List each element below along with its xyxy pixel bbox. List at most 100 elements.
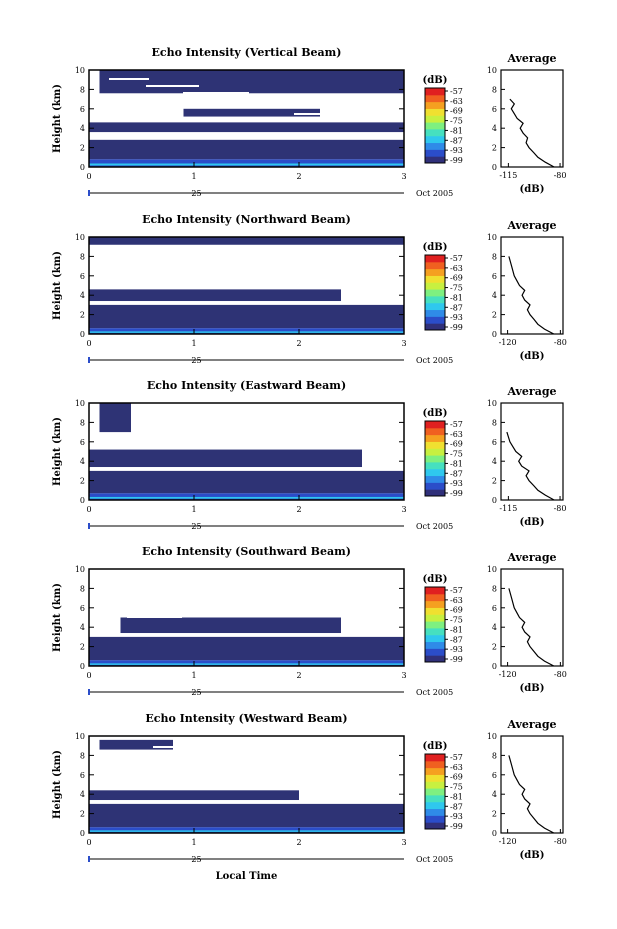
colorbar-tick-label: -93 — [450, 645, 463, 654]
avg-y-tick-label: 10 — [487, 399, 497, 408]
plot-frame — [88, 69, 405, 168]
day-label: 25 — [191, 356, 201, 365]
colorbar-swatch — [425, 421, 445, 429]
colorbar-tick-label: -57 — [450, 753, 463, 762]
average-title: Average — [506, 219, 556, 232]
colorbar-tick-label: -87 — [450, 635, 463, 644]
x-tick-label: 3 — [401, 838, 406, 847]
colorbar-swatch — [425, 448, 445, 456]
avg-y-tick-label: 4 — [492, 124, 497, 133]
colorbar-swatch — [425, 822, 445, 830]
echo-band-core — [89, 331, 404, 333]
echo-gap — [257, 106, 299, 108]
y-tick-label: 0 — [80, 330, 85, 339]
echo-gap — [294, 113, 349, 115]
avg-x-tick-label: -80 — [554, 504, 567, 513]
echo-band — [120, 617, 341, 634]
y-tick-label: 4 — [80, 623, 85, 632]
avg-x-tick-label: -120 — [499, 670, 517, 679]
colorbar-swatch — [425, 621, 445, 629]
colorbar-swatch — [425, 655, 445, 663]
y-axis-label: Height (km) — [52, 417, 63, 486]
colorbar-unit: (dB) — [423, 75, 448, 86]
colorbar-unit: (dB) — [423, 408, 448, 419]
avg-y-tick-label: 2 — [492, 643, 497, 652]
colorbar-swatch — [425, 468, 445, 477]
echo-gap — [153, 746, 193, 748]
echo-band — [99, 739, 173, 750]
x-tick-label: 0 — [86, 505, 91, 514]
echo-gap — [268, 276, 310, 278]
echo-gap — [253, 602, 332, 604]
colorbar-tick-label: -99 — [450, 655, 463, 664]
y-tick-label: 8 — [80, 85, 85, 94]
colorbar-swatch — [425, 289, 445, 297]
colorbar-swatch — [425, 94, 445, 103]
colorbar-unit: (dB) — [423, 242, 448, 253]
colorbar-frame — [424, 87, 446, 164]
y-tick-label: 4 — [80, 291, 85, 300]
x-tick-label: 2 — [296, 838, 301, 847]
x-tick-label: 1 — [191, 505, 196, 514]
avg-x-tick-label: -80 — [554, 670, 567, 679]
echo-gap — [194, 262, 260, 264]
avg-y-tick-label: 2 — [492, 144, 497, 153]
colorbar-swatch — [425, 648, 445, 656]
echo-band — [89, 289, 341, 302]
avg-y-tick-label: 8 — [492, 584, 497, 593]
y-tick-label: 4 — [80, 457, 85, 466]
avg-y-tick-label: 10 — [487, 233, 497, 242]
avg-y-tick-label: 8 — [492, 252, 497, 261]
colorbar-tick-label: -69 — [450, 606, 463, 615]
y-tick-label: 4 — [80, 790, 85, 799]
colorbar-swatch — [425, 434, 445, 442]
echo-band — [89, 122, 404, 133]
average-profile-line — [508, 588, 555, 667]
colorbar-swatch — [425, 593, 445, 602]
x-tick-label: 3 — [401, 505, 406, 514]
average-frame — [500, 735, 564, 834]
average-xlabel: (dB) — [520, 517, 545, 528]
date-label: Oct 2005 — [416, 522, 453, 531]
echo-band — [99, 403, 131, 433]
panel-title: Echo Intensity (Northward Beam) — [142, 213, 351, 226]
date-label: Oct 2005 — [416, 189, 453, 198]
x-tick-label: 3 — [401, 671, 406, 680]
echo-band — [89, 636, 404, 661]
y-tick-label: 10 — [75, 732, 85, 741]
colorbar-swatch — [425, 760, 445, 769]
avg-y-tick-label: 6 — [492, 604, 497, 613]
colorbar-tick-label: -99 — [450, 822, 463, 831]
echo-gap — [227, 760, 293, 762]
avg-y-tick-label: 2 — [492, 810, 497, 819]
colorbar-tick-label: -57 — [450, 586, 463, 595]
colorbar-swatch — [425, 427, 445, 436]
colorbar-tick-label: -63 — [450, 264, 463, 273]
y-tick-label: 2 — [80, 477, 85, 486]
echo-band — [89, 827, 404, 833]
avg-y-tick-label: 0 — [492, 496, 497, 505]
colorbar-swatch — [425, 774, 445, 782]
colorbar-tick-label: -87 — [450, 802, 463, 811]
colorbar-tick-label: -57 — [450, 87, 463, 96]
colorbar-swatch — [425, 815, 445, 823]
colorbar-tick-label: -57 — [450, 254, 463, 263]
average-frame — [500, 236, 564, 335]
avg-y-tick-label: 6 — [492, 771, 497, 780]
colorbar-tick-label: -93 — [450, 146, 463, 155]
average-xlabel: (dB) — [520, 351, 545, 362]
y-tick-label: 8 — [80, 252, 85, 261]
echo-gap — [157, 255, 210, 257]
y-tick-label: 6 — [80, 604, 85, 613]
echo-band — [89, 470, 404, 494]
colorbar-swatch — [425, 295, 445, 304]
colorbar-swatch — [425, 794, 445, 803]
y-tick-label: 8 — [80, 751, 85, 760]
colorbar-tick-label: -99 — [450, 323, 463, 332]
average-frame — [500, 69, 564, 168]
colorbar-swatch — [425, 261, 445, 270]
echo-gap — [138, 781, 193, 783]
echo-gap — [216, 595, 282, 597]
